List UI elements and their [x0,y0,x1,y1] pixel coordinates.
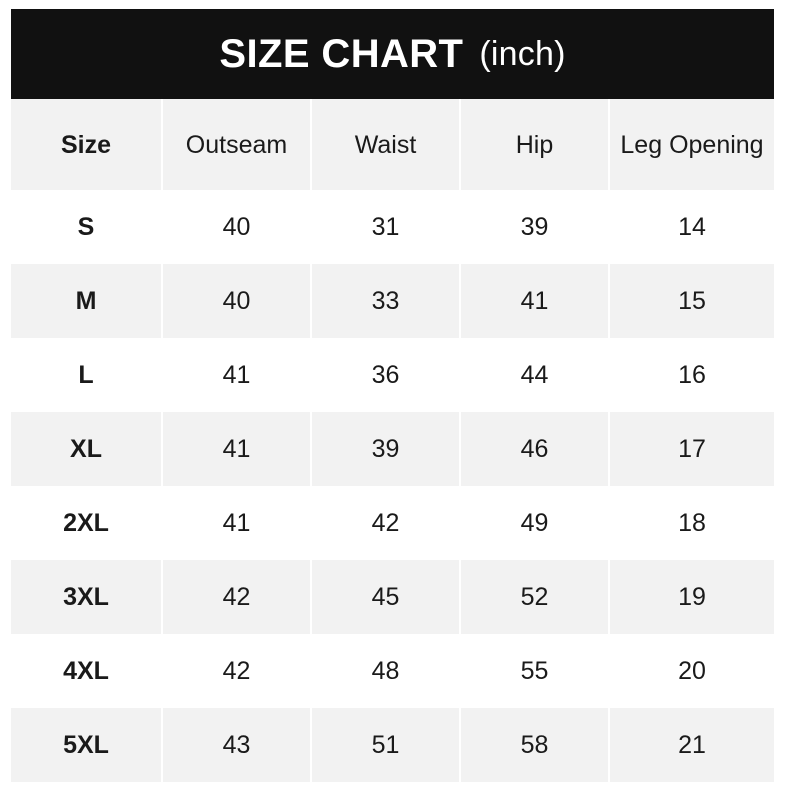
cell-leg-opening: 14 [610,190,774,264]
column-header-size: Size [11,99,163,190]
cell-size: S [11,190,163,264]
cell-hip: 39 [461,190,610,264]
column-header-outseam: Outseam [163,99,312,190]
cell-hip: 46 [461,412,610,486]
size-chart-container: SIZE CHART (inch) Size Outseam Waist Hip… [11,9,774,782]
cell-outseam: 40 [163,264,312,338]
size-chart-title-band: SIZE CHART (inch) [11,9,774,99]
table-header: Size Outseam Waist Hip Leg Opening [11,99,774,190]
table-body: S 40 31 39 14 M 40 33 41 15 L 41 36 44 1… [11,190,774,782]
column-header-leg-opening: Leg Opening [610,99,774,190]
table-row: 5XL 43 51 58 21 [11,708,774,782]
cell-outseam: 42 [163,560,312,634]
cell-waist: 42 [312,486,461,560]
cell-hip: 49 [461,486,610,560]
cell-hip: 55 [461,634,610,708]
cell-size: L [11,338,163,412]
column-header-waist: Waist [312,99,461,190]
cell-outseam: 41 [163,338,312,412]
cell-leg-opening: 15 [610,264,774,338]
cell-waist: 39 [312,412,461,486]
table-row: S 40 31 39 14 [11,190,774,264]
table-row: M 40 33 41 15 [11,264,774,338]
table-row: L 41 36 44 16 [11,338,774,412]
cell-outseam: 43 [163,708,312,782]
cell-waist: 36 [312,338,461,412]
cell-leg-opening: 20 [610,634,774,708]
cell-hip: 44 [461,338,610,412]
cell-outseam: 41 [163,486,312,560]
cell-leg-opening: 17 [610,412,774,486]
table-header-row: Size Outseam Waist Hip Leg Opening [11,99,774,190]
column-header-hip: Hip [461,99,610,190]
cell-waist: 33 [312,264,461,338]
page-title: SIZE CHART [219,32,464,76]
cell-size: 5XL [11,708,163,782]
cell-hip: 52 [461,560,610,634]
table-row: 3XL 42 45 52 19 [11,560,774,634]
table-row: 4XL 42 48 55 20 [11,634,774,708]
cell-hip: 41 [461,264,610,338]
title-unit-label: (inch) [479,35,566,73]
cell-size: 3XL [11,560,163,634]
cell-waist: 48 [312,634,461,708]
cell-waist: 51 [312,708,461,782]
cell-leg-opening: 19 [610,560,774,634]
cell-leg-opening: 21 [610,708,774,782]
table-row: XL 41 39 46 17 [11,412,774,486]
cell-leg-opening: 18 [610,486,774,560]
cell-waist: 45 [312,560,461,634]
table-row: 2XL 41 42 49 18 [11,486,774,560]
cell-size: XL [11,412,163,486]
cell-outseam: 40 [163,190,312,264]
cell-outseam: 42 [163,634,312,708]
cell-leg-opening: 16 [610,338,774,412]
cell-size: M [11,264,163,338]
cell-waist: 31 [312,190,461,264]
cell-hip: 58 [461,708,610,782]
size-chart-table: Size Outseam Waist Hip Leg Opening S 40 … [11,99,774,782]
cell-size: 2XL [11,486,163,560]
cell-size: 4XL [11,634,163,708]
cell-outseam: 41 [163,412,312,486]
